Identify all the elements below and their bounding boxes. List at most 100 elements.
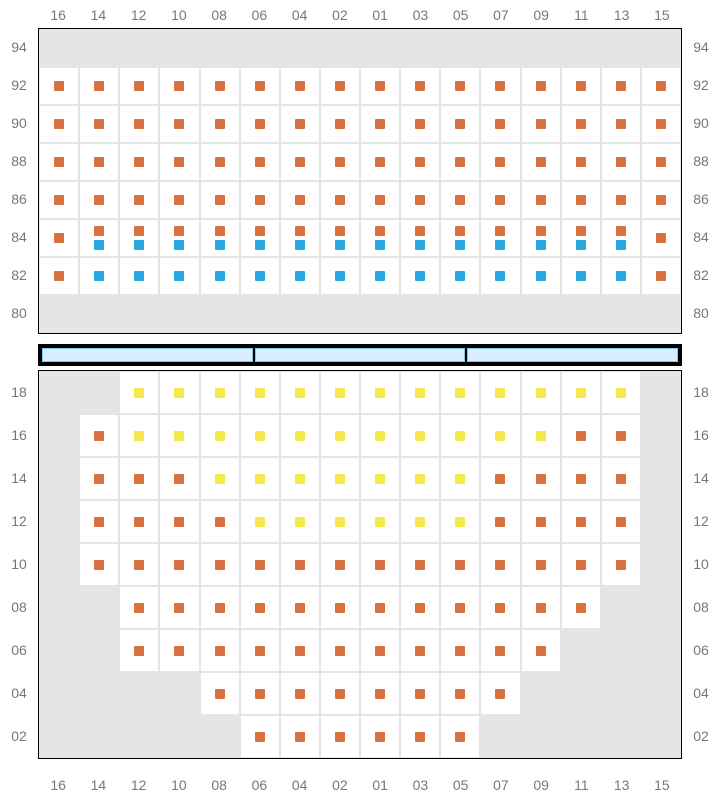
seat-cell[interactable] <box>521 414 561 457</box>
seat-cell[interactable] <box>561 257 601 295</box>
seat-cell[interactable] <box>601 414 641 457</box>
seat-cell[interactable] <box>200 543 240 586</box>
seat-cell[interactable] <box>200 414 240 457</box>
seat-cell[interactable] <box>360 629 400 672</box>
seat-cell[interactable] <box>200 672 240 715</box>
seat-cell[interactable] <box>200 219 240 257</box>
seat-cell[interactable] <box>159 586 199 629</box>
seat-cell[interactable] <box>240 67 280 105</box>
seat-cell[interactable] <box>159 181 199 219</box>
seat-cell[interactable] <box>280 543 320 586</box>
seat-cell[interactable] <box>159 67 199 105</box>
seat-cell[interactable] <box>280 629 320 672</box>
seat-cell[interactable] <box>320 181 360 219</box>
seat-cell[interactable] <box>240 371 280 414</box>
seat-cell[interactable] <box>79 543 119 586</box>
seat-cell[interactable] <box>240 543 280 586</box>
seat-cell[interactable] <box>400 67 440 105</box>
seat-cell[interactable] <box>400 715 440 758</box>
seat-cell[interactable] <box>601 181 641 219</box>
seat-cell[interactable] <box>280 500 320 543</box>
seat-cell[interactable] <box>440 543 480 586</box>
seat-cell[interactable] <box>119 67 159 105</box>
seat-cell[interactable] <box>200 67 240 105</box>
seat-cell[interactable] <box>280 672 320 715</box>
seat-cell[interactable] <box>159 219 199 257</box>
seat-cell[interactable] <box>119 543 159 586</box>
seat-cell[interactable] <box>440 500 480 543</box>
seat-cell[interactable] <box>521 457 561 500</box>
seat-cell[interactable] <box>79 457 119 500</box>
seat-cell[interactable] <box>320 414 360 457</box>
seat-cell[interactable] <box>280 219 320 257</box>
seat-cell[interactable] <box>601 257 641 295</box>
seat-cell[interactable] <box>480 586 520 629</box>
seat-cell[interactable] <box>400 105 440 143</box>
seat-cell[interactable] <box>440 629 480 672</box>
seat-cell[interactable] <box>641 219 681 257</box>
seat-cell[interactable] <box>400 414 440 457</box>
seat-cell[interactable] <box>240 457 280 500</box>
seat-cell[interactable] <box>521 586 561 629</box>
seat-cell[interactable] <box>39 67 79 105</box>
seat-cell[interactable] <box>280 715 320 758</box>
seat-cell[interactable] <box>521 181 561 219</box>
seat-cell[interactable] <box>521 500 561 543</box>
seat-cell[interactable] <box>320 67 360 105</box>
seat-cell[interactable] <box>400 143 440 181</box>
seat-cell[interactable] <box>159 257 199 295</box>
seat-cell[interactable] <box>200 143 240 181</box>
seat-cell[interactable] <box>79 105 119 143</box>
seat-cell[interactable] <box>159 105 199 143</box>
seat-cell[interactable] <box>561 543 601 586</box>
seat-cell[interactable] <box>240 629 280 672</box>
seat-cell[interactable] <box>360 586 400 629</box>
seat-cell[interactable] <box>200 257 240 295</box>
seat-cell[interactable] <box>240 500 280 543</box>
seat-cell[interactable] <box>601 500 641 543</box>
seat-cell[interactable] <box>440 586 480 629</box>
seat-cell[interactable] <box>320 457 360 500</box>
seat-cell[interactable] <box>320 219 360 257</box>
seat-cell[interactable] <box>561 586 601 629</box>
seat-cell[interactable] <box>320 586 360 629</box>
seat-cell[interactable] <box>360 543 400 586</box>
seat-cell[interactable] <box>119 500 159 543</box>
seat-cell[interactable] <box>79 414 119 457</box>
seat-cell[interactable] <box>360 219 400 257</box>
seat-cell[interactable] <box>641 257 681 295</box>
seat-cell[interactable] <box>561 219 601 257</box>
seat-cell[interactable] <box>480 414 520 457</box>
seat-cell[interactable] <box>440 219 480 257</box>
seat-cell[interactable] <box>79 143 119 181</box>
seat-cell[interactable] <box>360 67 400 105</box>
seat-cell[interactable] <box>521 543 561 586</box>
seat-cell[interactable] <box>480 219 520 257</box>
seat-cell[interactable] <box>360 181 400 219</box>
seat-cell[interactable] <box>561 67 601 105</box>
seat-cell[interactable] <box>360 257 400 295</box>
seat-cell[interactable] <box>320 500 360 543</box>
seat-cell[interactable] <box>320 715 360 758</box>
seat-cell[interactable] <box>79 219 119 257</box>
seat-cell[interactable] <box>280 457 320 500</box>
seat-cell[interactable] <box>440 457 480 500</box>
seat-cell[interactable] <box>159 371 199 414</box>
seat-cell[interactable] <box>159 143 199 181</box>
seat-cell[interactable] <box>521 105 561 143</box>
seat-cell[interactable] <box>400 672 440 715</box>
seat-cell[interactable] <box>480 629 520 672</box>
seat-cell[interactable] <box>601 371 641 414</box>
seat-cell[interactable] <box>200 586 240 629</box>
seat-cell[interactable] <box>400 219 440 257</box>
seat-cell[interactable] <box>39 143 79 181</box>
seat-cell[interactable] <box>240 143 280 181</box>
seat-cell[interactable] <box>280 414 320 457</box>
seat-cell[interactable] <box>480 105 520 143</box>
seat-cell[interactable] <box>480 543 520 586</box>
seat-cell[interactable] <box>561 457 601 500</box>
seat-cell[interactable] <box>400 181 440 219</box>
seat-cell[interactable] <box>159 457 199 500</box>
seat-cell[interactable] <box>320 543 360 586</box>
seat-cell[interactable] <box>280 586 320 629</box>
